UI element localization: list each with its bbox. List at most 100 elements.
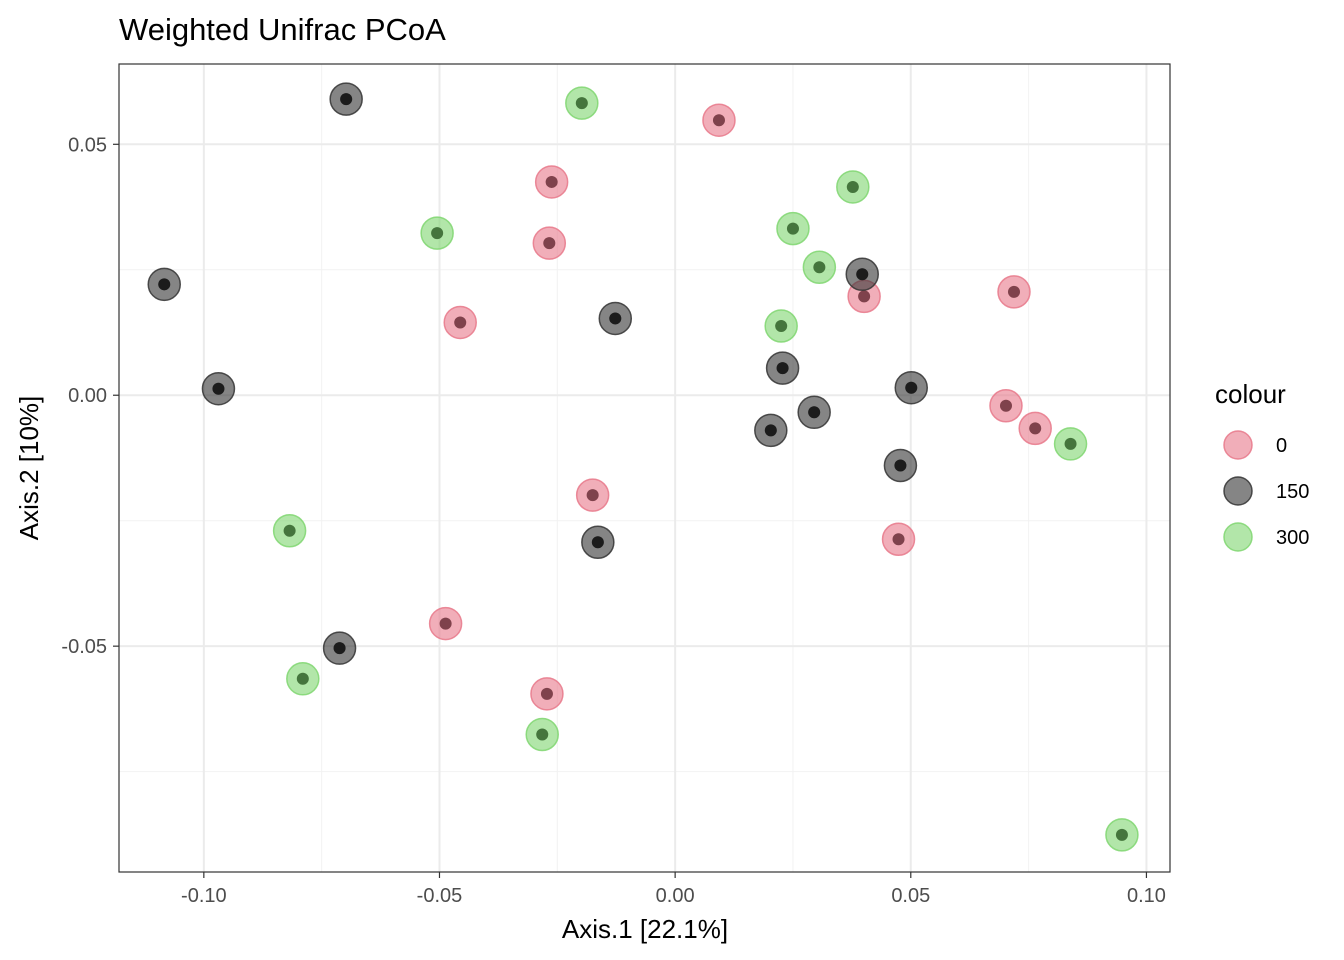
point-dot-shade [846, 180, 859, 193]
point-dot [296, 672, 309, 685]
legend-label: 0 [1276, 435, 1287, 457]
point-dot [1007, 285, 1020, 298]
legend-swatch [1223, 476, 1253, 506]
legend-swatch [1223, 430, 1253, 460]
point-dot [543, 237, 556, 250]
point-0-3 [443, 305, 477, 340]
legend-title: colour [1215, 379, 1286, 409]
point-dot [712, 114, 725, 127]
y-tick-label-2: -0.05 [61, 636, 107, 658]
point-dot [283, 524, 296, 537]
point-dot-shade [333, 642, 346, 655]
point-dot [894, 459, 907, 472]
point-dot [439, 617, 452, 630]
point-dot-shade [536, 728, 549, 741]
point-dot [333, 642, 346, 655]
y-axis-title: Axis.2 [10%] [14, 396, 44, 541]
point-dot-shade [776, 362, 789, 375]
point-dot [454, 316, 467, 329]
point-0-2 [532, 226, 567, 260]
x-tick-label-1: -0.05 [417, 885, 463, 907]
point-dot [858, 290, 871, 303]
legend-label: 150 [1276, 481, 1309, 503]
point-dot [586, 489, 599, 502]
point-dot [776, 362, 789, 375]
point-dot [892, 533, 905, 546]
point-150-0 [329, 82, 363, 116]
point-150-9 [883, 448, 918, 483]
point-dot [545, 175, 558, 188]
point-dot-shade [808, 406, 821, 419]
point-dot-shade [609, 312, 622, 325]
point-300-9 [525, 717, 559, 752]
legend-item-300: 300 [1223, 522, 1309, 552]
point-dot [591, 536, 604, 549]
x-axis-title: Axis.1 [22.1%] [562, 914, 728, 944]
point-150-11 [322, 631, 357, 665]
point-dot-shade [856, 268, 869, 281]
x-axis: -0.10 -0.05 0.00 0.05 0.10 [181, 872, 1166, 907]
legend-item-0: 0 [1223, 430, 1287, 460]
point-dot [764, 424, 777, 437]
point-150-7 [797, 395, 831, 430]
y-tick-label-0: 0.05 [68, 134, 107, 156]
plot-border [118, 63, 1171, 873]
point-dot [536, 728, 549, 741]
point-dot [905, 381, 918, 394]
legend-keys: 0 150 300 [1223, 430, 1309, 552]
point-dot-shade [543, 237, 556, 250]
point-300-7 [272, 513, 307, 548]
legend-label: 300 [1276, 527, 1309, 549]
point-dot-shade [1064, 437, 1077, 450]
point-dot-shade [575, 97, 588, 110]
point-dot-shade [1029, 422, 1042, 435]
y-axis: 0.05 0.00 -0.05 [61, 134, 119, 658]
point-300-5 [764, 309, 798, 343]
point-dot [775, 319, 788, 332]
point-dot-shade [1007, 285, 1020, 298]
data-points [147, 82, 1139, 852]
point-dot-shade [340, 93, 353, 106]
point-0-11 [530, 677, 564, 711]
point-300-3 [420, 216, 454, 250]
point-dot-shade [545, 175, 558, 188]
point-dot-shade [712, 114, 725, 127]
point-dot [1115, 828, 1128, 841]
plot-background [119, 64, 1170, 872]
point-dot-shade [540, 687, 553, 700]
series-150 [147, 82, 929, 665]
point-150-4 [845, 257, 879, 292]
point-150-8 [754, 413, 788, 448]
point-0-7 [1018, 411, 1052, 446]
point-dot-shade [894, 459, 907, 472]
point-0-1 [534, 165, 569, 199]
point-dot-shade [454, 316, 467, 329]
point-0-8 [575, 478, 610, 512]
point-dot [575, 97, 588, 110]
point-dot-shade [591, 536, 604, 549]
point-dot-shade [431, 227, 444, 240]
point-dot-shade [786, 222, 799, 235]
point-dot-shade [586, 489, 599, 502]
point-dot [212, 382, 225, 395]
point-dot-shade [158, 278, 171, 291]
point-dot-shade [764, 424, 777, 437]
series-300 [272, 86, 1139, 852]
point-dot-shade [775, 319, 788, 332]
point-dot [431, 227, 444, 240]
point-dot-shade [1115, 828, 1128, 841]
point-dot [1064, 437, 1077, 450]
point-dot-shade [905, 381, 918, 394]
point-300-1 [836, 170, 870, 204]
point-dot [808, 406, 821, 419]
point-300-0 [565, 86, 599, 120]
point-dot-shade [212, 382, 225, 395]
point-dot [1029, 422, 1042, 435]
point-300-10 [1105, 818, 1139, 852]
point-dot-shade [999, 399, 1012, 412]
point-dot [540, 687, 553, 700]
x-tick-label-0: -0.10 [181, 885, 227, 907]
point-150-5 [765, 351, 800, 385]
y-tick-label-1: 0.00 [68, 385, 107, 407]
